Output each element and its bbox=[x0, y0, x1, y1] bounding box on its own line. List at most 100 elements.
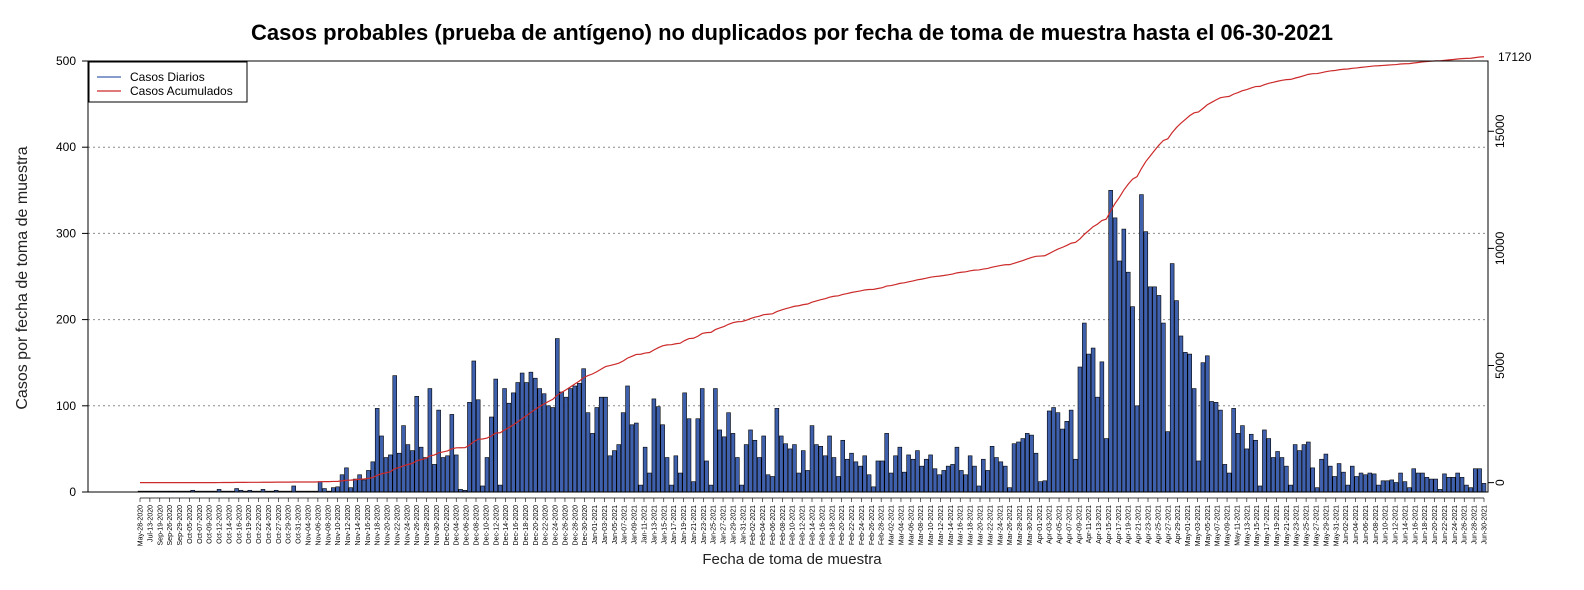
x-tick-label: Jan-07-2021 bbox=[622, 505, 629, 544]
bar bbox=[954, 446, 960, 493]
x-tick-label: Dec-26-2020 bbox=[562, 505, 569, 546]
bar bbox=[919, 465, 925, 493]
x-tick-label: Sep-19-2020 bbox=[157, 505, 164, 546]
bar bbox=[234, 488, 239, 493]
bar bbox=[1442, 473, 1447, 493]
bar bbox=[1288, 484, 1293, 493]
bar bbox=[893, 455, 898, 493]
x-tick-label: Mar-22-2021 bbox=[987, 505, 994, 545]
bar bbox=[1477, 468, 1482, 493]
bar bbox=[1310, 467, 1315, 493]
bar bbox=[664, 457, 670, 493]
bar bbox=[449, 414, 455, 493]
x-tick-label: Jan-17-2021 bbox=[671, 505, 678, 544]
bar bbox=[519, 372, 525, 493]
bar bbox=[1389, 479, 1394, 493]
bar bbox=[475, 399, 481, 493]
legend-label-cumulative: Casos Acumulados bbox=[130, 84, 233, 98]
bar bbox=[976, 485, 982, 493]
bar bbox=[1227, 472, 1232, 493]
bar bbox=[647, 472, 652, 493]
x-tick-label: Oct-07-2020 bbox=[197, 505, 204, 544]
bar bbox=[1393, 482, 1399, 493]
bar bbox=[1481, 483, 1487, 493]
bar bbox=[695, 418, 701, 493]
x-tick-label: Oct-19-2020 bbox=[246, 505, 253, 544]
bar bbox=[730, 433, 736, 493]
bar bbox=[1314, 487, 1320, 493]
bar bbox=[1328, 465, 1333, 493]
bar bbox=[708, 484, 714, 493]
bar bbox=[774, 408, 780, 493]
bar bbox=[638, 484, 643, 493]
x-tick-label: Jan-11-2021 bbox=[642, 505, 649, 544]
bar bbox=[1235, 433, 1241, 493]
bar bbox=[726, 412, 731, 493]
bar bbox=[831, 457, 837, 493]
bar bbox=[796, 472, 802, 493]
x-tick-label: Feb-26-2021 bbox=[869, 505, 876, 545]
x-tick-label: Nov-18-2020 bbox=[375, 505, 382, 546]
x-tick-label: Dec-14-2020 bbox=[503, 505, 510, 546]
bar bbox=[1350, 465, 1355, 493]
x-tick-label: May-23-2021 bbox=[1294, 505, 1301, 546]
x-axis-label: Fecha de toma de muestra bbox=[702, 551, 882, 568]
bar bbox=[1429, 478, 1434, 493]
bar bbox=[339, 474, 345, 493]
bar bbox=[897, 446, 903, 493]
bar bbox=[1323, 453, 1329, 493]
bar bbox=[1068, 409, 1074, 493]
x-tick-label: Jan-09-2021 bbox=[632, 505, 639, 544]
x-tick-label: May-13-2021 bbox=[1244, 505, 1251, 546]
x-tick-label: Dec-06-2020 bbox=[464, 505, 471, 546]
x-tick-label: Mar-20-2021 bbox=[978, 505, 985, 545]
bar bbox=[357, 474, 362, 493]
bar bbox=[445, 455, 450, 493]
bar bbox=[713, 388, 718, 493]
bar bbox=[686, 418, 692, 493]
x-tick-label: Oct-09-2020 bbox=[207, 505, 214, 544]
bar bbox=[528, 371, 534, 493]
x-tick-label: Jan-03-2021 bbox=[602, 505, 609, 544]
x-tick-label: Mar-30-2021 bbox=[1027, 505, 1034, 545]
bar bbox=[572, 385, 578, 493]
bar bbox=[945, 465, 951, 493]
x-tick-label: Nov-10-2020 bbox=[335, 505, 342, 546]
bar bbox=[414, 396, 419, 493]
y-tick-label: 500 bbox=[56, 54, 76, 68]
bar bbox=[1003, 465, 1008, 493]
bar bbox=[392, 375, 397, 493]
x-tick-label: Dec-04-2020 bbox=[454, 505, 461, 546]
bar bbox=[511, 392, 516, 493]
y-axis-right: 0 5000 10000 15000 bbox=[1488, 114, 1507, 486]
bar bbox=[634, 422, 639, 493]
bar bbox=[1332, 476, 1337, 493]
x-tick-label: Dec-16-2020 bbox=[513, 505, 520, 546]
x-tick-label: May-05-2021 bbox=[1205, 505, 1212, 546]
x-tick-label: May-29-2021 bbox=[1323, 505, 1330, 546]
bar bbox=[1292, 444, 1298, 493]
bar bbox=[717, 429, 723, 493]
bar bbox=[1420, 472, 1425, 493]
bar bbox=[1209, 401, 1214, 493]
bar bbox=[691, 481, 696, 493]
x-tick-label: Feb-18-2021 bbox=[829, 505, 836, 545]
x-tick-label: May-07-2021 bbox=[1215, 505, 1222, 546]
bar bbox=[401, 425, 406, 493]
bar bbox=[1244, 448, 1250, 493]
bar bbox=[1253, 439, 1258, 493]
bar bbox=[765, 474, 771, 493]
bar bbox=[1046, 410, 1052, 493]
bar bbox=[590, 433, 595, 493]
bar bbox=[1178, 335, 1184, 493]
bar bbox=[739, 484, 744, 493]
bar bbox=[497, 484, 503, 493]
bar bbox=[849, 452, 854, 493]
y-tick-label: 200 bbox=[56, 313, 76, 327]
bar bbox=[383, 457, 389, 493]
bar bbox=[906, 454, 911, 493]
bar bbox=[994, 457, 999, 493]
bar bbox=[1402, 481, 1408, 493]
bar bbox=[1341, 471, 1346, 493]
